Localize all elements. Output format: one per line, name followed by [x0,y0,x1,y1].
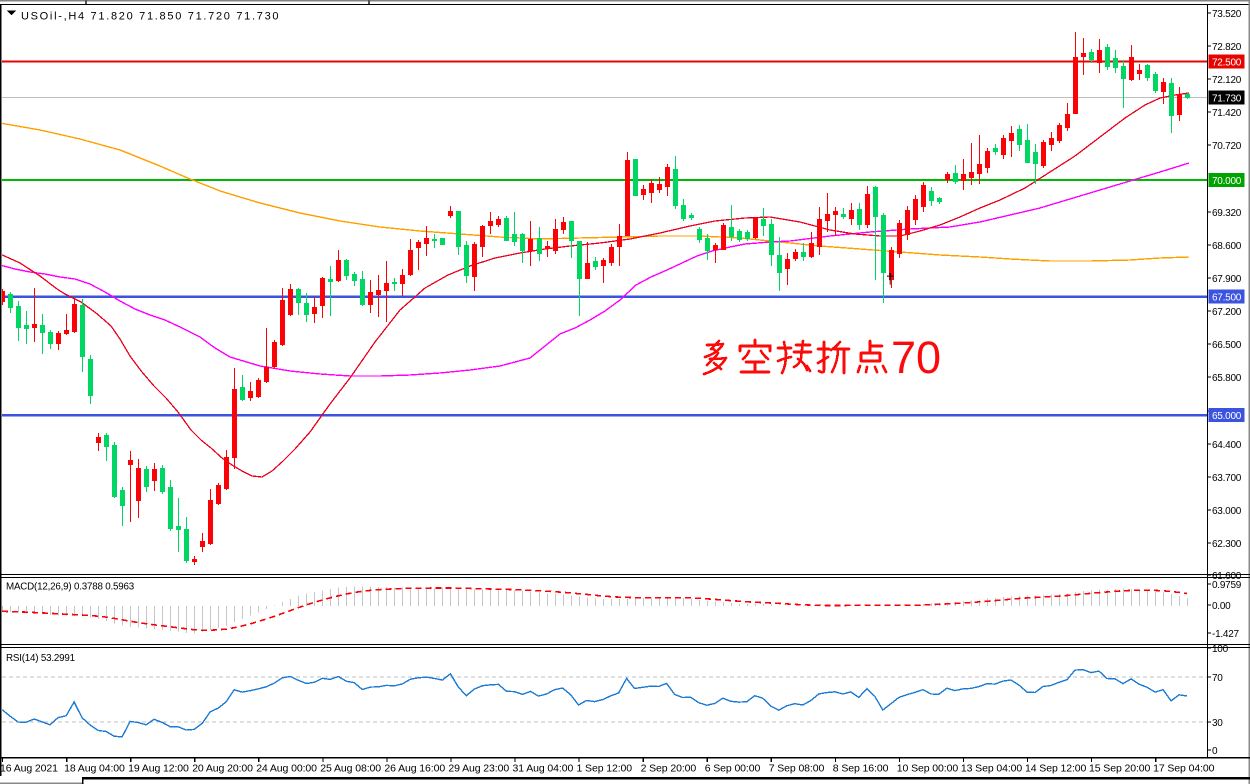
svg-text:8 Sep 16:00: 8 Sep 16:00 [833,763,889,775]
svg-text:15 Sep 20:00: 15 Sep 20:00 [1089,763,1151,775]
svg-text:70: 70 [1212,673,1223,684]
svg-text:68.600: 68.600 [1212,241,1242,252]
svg-text:71.420: 71.420 [1212,108,1242,119]
svg-text:31 Aug 04:00: 31 Aug 04:00 [513,763,574,775]
svg-text:65.800: 65.800 [1212,373,1242,384]
svg-text:2 Sep 20:00: 2 Sep 20:00 [641,763,697,775]
svg-text:16 Aug 2021: 16 Aug 2021 [0,763,58,775]
svg-text:62.300: 62.300 [1212,539,1242,550]
svg-text:66.500: 66.500 [1212,340,1242,351]
svg-text:64.400: 64.400 [1212,440,1242,451]
svg-text:USOil-,H4 71.820 71.850 71.72: USOil-,H4 71.820 71.850 71.720 71.730 [21,11,280,23]
svg-text:63.700: 63.700 [1212,473,1242,484]
svg-text:29 Aug 23:00: 29 Aug 23:00 [448,763,509,775]
svg-text:-1.427: -1.427 [1212,629,1240,640]
svg-text:61.600: 61.600 [1212,571,1242,582]
svg-text:10 Sep 00:00: 10 Sep 00:00 [897,763,959,775]
svg-text:67.500: 67.500 [1212,293,1242,304]
svg-text:0.9759: 0.9759 [1212,580,1242,591]
svg-text:†: † [886,271,894,288]
svg-text:6 Sep 00:00: 6 Sep 00:00 [705,763,761,775]
svg-text:65.000: 65.000 [1212,411,1242,422]
svg-text:25 Aug 08:00: 25 Aug 08:00 [320,763,381,775]
svg-text:17 Sep 04:00: 17 Sep 04:00 [1153,763,1215,775]
svg-text:7 Sep 08:00: 7 Sep 08:00 [769,763,825,775]
svg-text:72.820: 72.820 [1212,42,1242,53]
svg-text:RSI(14) 53.2991: RSI(14) 53.2991 [6,653,75,664]
svg-text:67.200: 67.200 [1212,307,1242,318]
svg-text:63.000: 63.000 [1212,506,1242,517]
svg-text:72.120: 72.120 [1212,75,1242,86]
svg-text:69.320: 69.320 [1212,208,1242,219]
svg-text:73.520: 73.520 [1212,9,1242,20]
svg-text:MACD(12,26,9) 0.3788 0.5963: MACD(12,26,9) 0.3788 0.5963 [6,582,135,593]
svg-text:70: 70 [891,332,941,383]
svg-text:0.00: 0.00 [1212,601,1231,612]
svg-text:26 Aug 16:00: 26 Aug 16:00 [384,763,445,775]
svg-text:18 Aug 04:00: 18 Aug 04:00 [64,763,125,775]
svg-text:19 Aug 12:00: 19 Aug 12:00 [128,763,189,775]
svg-text:72.500: 72.500 [1212,58,1242,69]
svg-text:20 Aug 20:00: 20 Aug 20:00 [192,763,253,775]
svg-text:30: 30 [1212,718,1223,729]
svg-text:100: 100 [1212,644,1229,655]
svg-text:13 Sep 04:00: 13 Sep 04:00 [961,763,1023,775]
svg-text:0: 0 [1212,746,1218,757]
svg-text:70.720: 70.720 [1212,141,1242,152]
svg-text:24 Aug 00:00: 24 Aug 00:00 [256,763,317,775]
svg-text:1 Sep 12:00: 1 Sep 12:00 [577,763,633,775]
svg-text:67.900: 67.900 [1212,274,1242,285]
svg-text:70.000: 70.000 [1212,176,1242,187]
svg-text:71.730: 71.730 [1212,94,1242,105]
svg-text:14 Sep 12:00: 14 Sep 12:00 [1025,763,1087,775]
